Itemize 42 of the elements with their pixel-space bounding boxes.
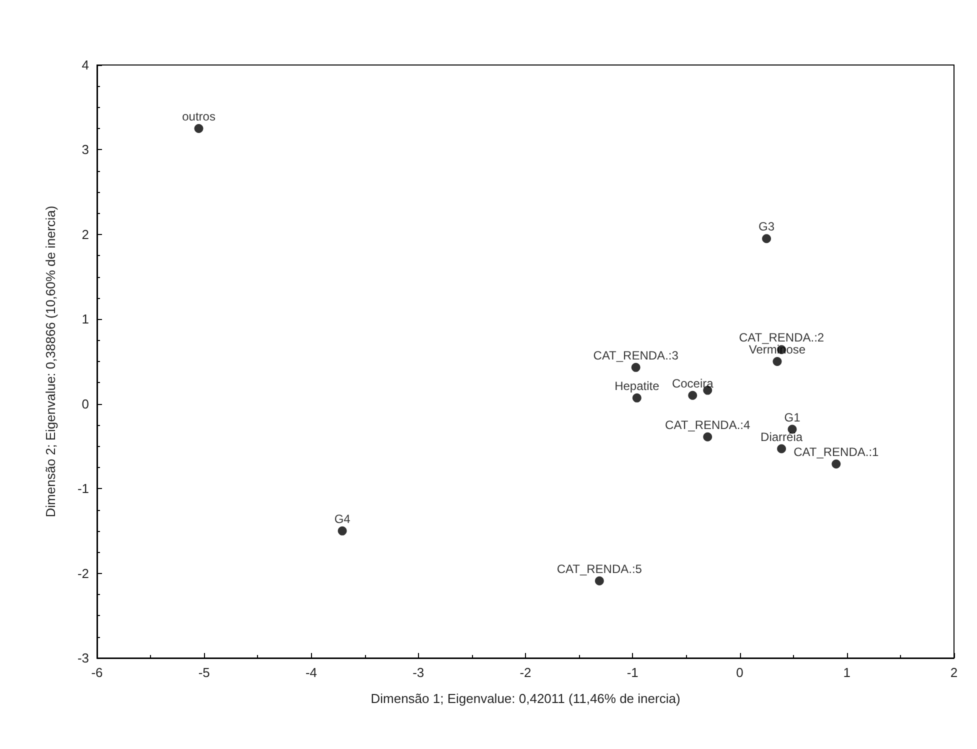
y-axis-title: Dimensão 2; Eigenvalue: 0,38866 (10,60% de inercia) <box>43 206 58 518</box>
y-tick-label: 0 <box>82 396 89 412</box>
x-tick-label: 0 <box>736 665 744 680</box>
annotation: CAT_RENDA.:1 <box>794 445 880 460</box>
y-tick-label: -2 <box>77 566 89 581</box>
point <box>703 432 712 442</box>
x-tick-label: -6 <box>91 665 103 680</box>
point <box>777 444 786 454</box>
point <box>688 390 698 400</box>
y-tick-label: 2 <box>82 226 89 242</box>
annotation: CAT_RENDA.:5 <box>556 562 642 576</box>
annotation: Hepatite <box>614 378 660 393</box>
annotation: CAT_RENDA.:3 <box>593 348 679 362</box>
point <box>772 357 782 366</box>
point <box>832 460 841 468</box>
y-tick-label: -1 <box>77 481 89 496</box>
x-axis-title: Dimensão 1; Eigenvalue: 0,42011 (11,46% de inercia) <box>370 691 680 706</box>
x-tick-label: 2 <box>950 665 958 680</box>
annotation: CAT_RENDA.:4 <box>665 418 750 432</box>
point <box>632 393 642 402</box>
annotation: G4 <box>334 512 351 526</box>
x-tick-label: -2 <box>520 665 532 680</box>
point <box>194 124 204 134</box>
point <box>594 576 604 586</box>
annotation: G3 <box>758 220 775 234</box>
annotation: outros <box>182 110 216 124</box>
point <box>631 362 640 372</box>
x-tick-label: -4 <box>305 665 318 680</box>
annotation: G1 <box>784 410 801 424</box>
y-tick-label: 1 <box>82 312 89 327</box>
annotation: Diarréia <box>760 430 803 444</box>
y-tick-label: 3 <box>82 142 89 158</box>
x-tick-label: -1 <box>626 665 638 680</box>
annotation: Coceira <box>672 376 714 390</box>
point <box>762 234 772 244</box>
y-tick-label: 4 <box>82 58 89 72</box>
x-tick-label: 1 <box>843 665 850 680</box>
x-tick-label: -3 <box>412 665 424 680</box>
y-tick-label: -3 <box>77 650 89 666</box>
annotation: CAT_RENDA.:2 <box>738 330 824 345</box>
x-tick-label: -5 <box>198 665 210 680</box>
point <box>338 526 347 536</box>
